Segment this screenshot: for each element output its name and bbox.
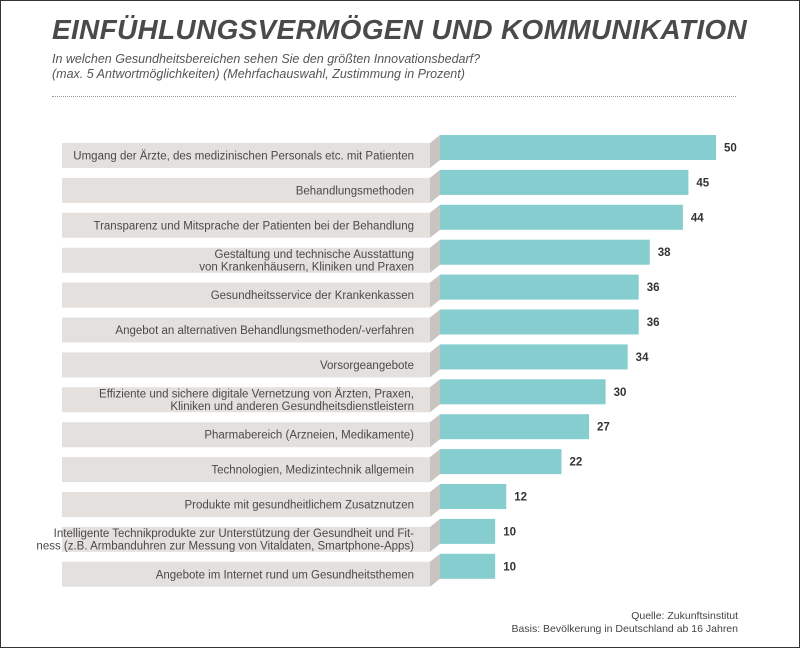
value-label: 36: [647, 282, 660, 294]
band-fold: [430, 169, 440, 203]
value-label: 34: [636, 352, 649, 364]
source-line-1: Quelle: Zukunftsinstitut: [631, 610, 738, 622]
bar: [440, 274, 639, 300]
band-fold: [430, 518, 440, 552]
bar: [440, 135, 716, 160]
value-label: 12: [514, 492, 527, 504]
label-band: [62, 457, 430, 483]
category-label: Gestaltung und technische Ausstattung: [215, 249, 414, 261]
source-line-2: Basis: Bevölkerung in Deutschland ab 16 …: [511, 623, 738, 635]
bar: [440, 484, 507, 509]
category-label: Produkte mit gesundheitlichem Zusatznutz…: [185, 500, 414, 512]
category-label: Effiziente und sichere digitale Vernetzu…: [99, 389, 414, 401]
bar: [440, 518, 496, 544]
subtitle-line-1: In welchen Gesundheitsbereichen sehen Si…: [52, 52, 481, 66]
category-label: Kliniken und anderen Gesundheitsdienstle…: [170, 401, 414, 413]
label-band: [62, 422, 430, 448]
bar: [440, 239, 650, 265]
band-fold: [430, 414, 440, 448]
bar: [440, 309, 639, 335]
title-divider: [52, 96, 736, 97]
label-band: [62, 352, 430, 378]
category-label: Vorsorgeangebote: [320, 360, 414, 372]
bar: [440, 414, 590, 440]
value-label: 38: [658, 247, 671, 259]
label-band: [62, 177, 430, 203]
chart-subtitle: In welchen Gesundheitsbereichen sehen Si…: [52, 52, 480, 82]
category-label: von Krankenhäusern, Kliniken und Praxen: [199, 261, 414, 273]
category-label: ness (z.B. Armbanduhren zur Messung von …: [36, 541, 414, 553]
band-fold: [430, 135, 440, 168]
label-band: [62, 492, 430, 517]
label-band: [62, 212, 430, 238]
label-band: [62, 247, 430, 273]
band-fold: [430, 484, 440, 517]
band-fold: [430, 239, 440, 273]
band-fold: [430, 449, 440, 483]
chart-title: EINFÜHLUNGSVERMÖGEN UND KOMMUNIKATION: [52, 14, 748, 45]
category-label: Pharmabereich (Arzneien, Medikamente): [204, 430, 414, 442]
value-label: 44: [691, 212, 704, 224]
bar: [440, 344, 628, 370]
category-label: Intelligente Technikprodukte zur Unterst…: [54, 528, 415, 540]
value-label: 36: [647, 317, 660, 329]
category-label: Gesundheitsservice der Krankenkassen: [211, 290, 414, 302]
category-label: Angebote im Internet rund um Gesundheits…: [156, 569, 414, 581]
category-label: Angebot an alternativen Behandlungsmetho…: [115, 325, 414, 337]
bar: [440, 553, 496, 579]
label-band: [62, 143, 430, 168]
label-band: [62, 282, 430, 308]
category-label: Umgang der Ärzte, des medizinischen Pers…: [73, 151, 414, 163]
value-label: 50: [724, 143, 737, 155]
subtitle-line-2: (max. 5 Antwortmöglichkeiten) (Mehrfacha…: [52, 67, 465, 81]
bar: [440, 169, 689, 195]
value-label: 30: [614, 387, 627, 399]
bar: [440, 449, 562, 475]
bar: [440, 379, 606, 405]
value-label: 27: [597, 422, 610, 434]
bar: [440, 204, 683, 230]
source-note: Quelle: Zukunftsinstitut Basis: Bevölker…: [512, 610, 738, 636]
value-label: 10: [503, 526, 516, 538]
band-fold: [430, 379, 440, 413]
band-fold: [430, 553, 440, 587]
band-fold: [430, 204, 440, 238]
label-band: [62, 387, 430, 413]
category-label: Technologien, Medizintechnik allgemein: [211, 465, 414, 477]
category-label: Transparenz und Mitsprache der Patienten…: [93, 220, 414, 232]
category-label: Behandlungsmethoden: [296, 185, 414, 197]
band-fold: [430, 309, 440, 343]
band-fold: [430, 274, 440, 308]
value-label: 22: [569, 457, 582, 469]
label-band: [62, 317, 430, 343]
label-band: [62, 561, 430, 587]
value-label: 45: [696, 177, 709, 189]
value-label: 10: [503, 561, 516, 573]
band-fold: [430, 344, 440, 378]
label-band: [62, 526, 430, 552]
